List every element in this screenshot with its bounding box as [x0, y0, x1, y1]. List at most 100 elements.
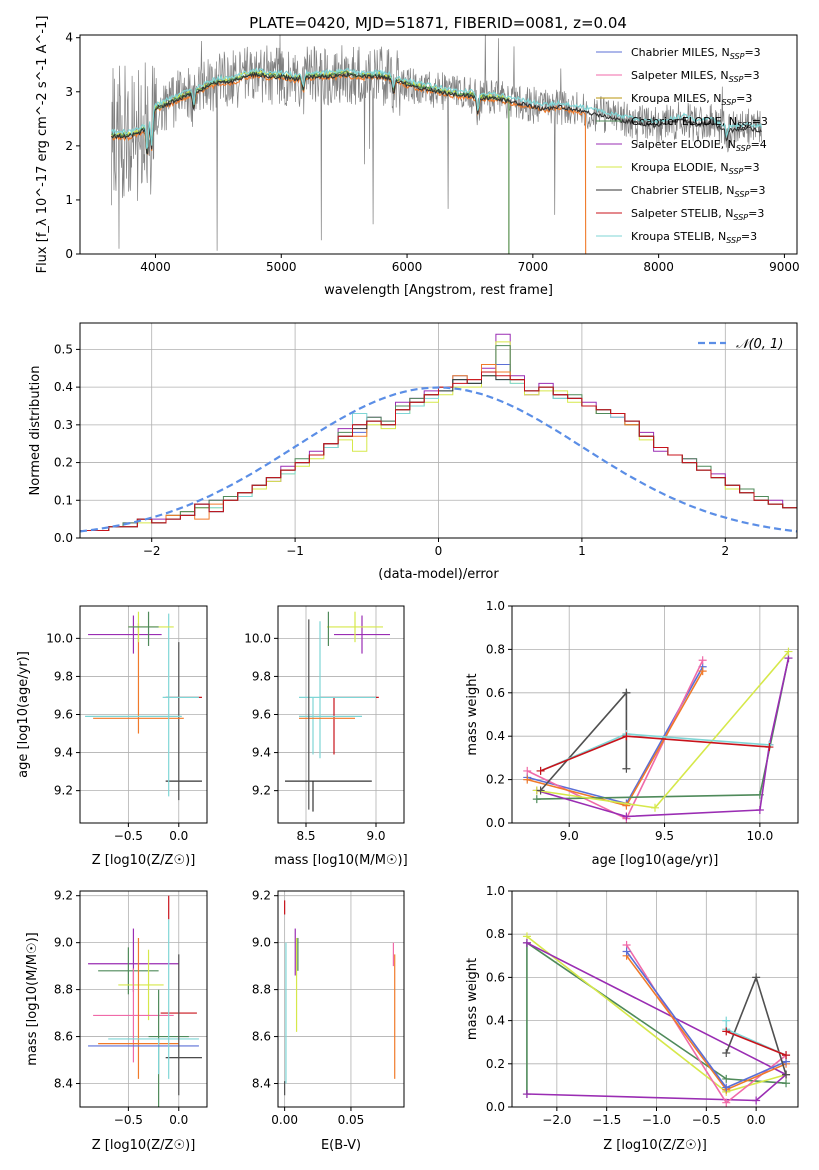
x-axis-label: Z [log10(Z/Z☉)]	[603, 1138, 707, 1153]
weight-line	[526, 941, 787, 1094]
legend-subscript: SSP	[726, 236, 741, 245]
weight-marker	[765, 743, 774, 752]
legend-suffix: =3	[743, 161, 759, 174]
y-tick-label: 9.2	[54, 889, 73, 903]
y-axis-label: age [log10(age/yr)]	[16, 651, 31, 778]
weight-line	[526, 942, 788, 1102]
x-tick-label: 0.0	[169, 829, 188, 843]
x-tick-label: −0.5	[114, 829, 143, 843]
weight-marker	[722, 1016, 731, 1025]
x-axis-label: mass [log10(M/M☉)]	[274, 853, 407, 868]
weight-marker	[532, 795, 541, 804]
y-tick-label: 9.2	[54, 784, 73, 798]
legend-subscript: SSP	[721, 98, 736, 107]
y-tick-label: 10.0	[244, 631, 271, 645]
weight-line	[536, 651, 790, 809]
plot-area	[88, 895, 202, 1107]
legend-suffix: =3	[748, 207, 764, 220]
plot-area	[80, 333, 797, 533]
legend-subscript: SSP	[733, 213, 748, 222]
normal-curve	[80, 386, 797, 533]
y-tick-label: 8.8	[54, 983, 73, 997]
chart-age-vs-z: −0.5 0.0 9.2 9.4 9.6 9.8 10.0 Z [log10(Z/Z☉)] ag…	[16, 605, 208, 868]
weight-marker	[523, 766, 532, 775]
x-tick-label: 9.0	[560, 829, 579, 843]
x-tick-label: 8000	[643, 260, 674, 274]
legend-suffix: =4	[751, 138, 767, 151]
x-axis-label: Z [log10(Z/Z☉)]	[92, 853, 196, 868]
x-tick-label: −1.5	[592, 1113, 621, 1127]
legend-subscript: SSP	[729, 75, 744, 84]
x-tick-label: 0.0	[169, 1113, 188, 1127]
legend-suffix: =3	[752, 115, 768, 128]
legend-label: Salpeter MILES, N	[631, 69, 729, 82]
x-tick-label: 7000	[518, 260, 549, 274]
y-tick-label: 9.2	[252, 889, 271, 903]
weight-marker	[622, 732, 631, 741]
y-tick-label: 0.2	[54, 456, 73, 470]
weight-marker	[722, 1049, 731, 1057]
x-tick-label: 0.05	[338, 1113, 365, 1127]
x-axis-label: E(B-V)	[321, 1138, 361, 1153]
axes-frame	[511, 605, 799, 824]
histogram-series	[80, 371, 797, 531]
weight-marker	[752, 1096, 761, 1105]
weight-marker	[523, 775, 532, 784]
y-tick-label: 9.0	[54, 936, 73, 950]
weight-marker	[522, 1090, 531, 1099]
y-axis-label: Flux [f_λ 10^-17 erg cm^-2 s^-1 A^-1]	[35, 16, 50, 274]
weight-marker	[755, 805, 764, 814]
y-tick-label: 9.4	[54, 746, 73, 760]
x-tick-label: 5000	[266, 260, 297, 274]
weight-marker	[752, 973, 761, 982]
chart-spectrum: 4000 5000 6000 7000 8000 9000 0 1 2 3 4 PLATE=0420,…	[35, 14, 800, 298]
legend-suffix: =3	[744, 46, 760, 59]
x-tick-label: 6000	[392, 260, 423, 274]
legend-label: Chabrier ELODIE, N	[631, 115, 737, 128]
weight-marker	[622, 812, 631, 821]
weight-marker	[536, 786, 545, 795]
weight-marker	[782, 1051, 791, 1060]
y-tick-label: 9.8	[252, 669, 271, 683]
y-tick-label: 0	[65, 247, 73, 261]
legend-entry: Kroupa ELODIE, NSSP=3	[631, 161, 760, 176]
weight-marker	[622, 688, 631, 697]
legend-suffix: =3	[749, 184, 765, 197]
legend-entry: Salpeter STELIB, NSSP=3	[631, 207, 764, 222]
histogram-series	[80, 375, 797, 531]
y-axis-label: mass weight	[465, 958, 480, 1040]
x-tick-label: 9.0	[366, 829, 385, 843]
x-tick-label: −1.0	[642, 1113, 671, 1127]
y-tick-label: 0.4	[486, 729, 505, 743]
x-tick-label: −2	[143, 544, 161, 558]
x-tick-label: 8.5	[296, 829, 315, 843]
chart-title: PLATE=0420, MJD=51871, FIBERID=0081, z=0…	[249, 14, 627, 32]
legend-label: Salpeter ELODIE, N	[631, 138, 736, 151]
axes-frame	[277, 605, 405, 824]
weight-marker	[651, 803, 659, 812]
spectrum-model-line	[110, 67, 763, 149]
weight-marker	[782, 1079, 791, 1088]
y-tick-label: 8.4	[252, 1077, 271, 1091]
weight-marker	[722, 1098, 731, 1107]
y-tick-label: 1.0	[486, 599, 505, 613]
legend-subscript: SSP	[729, 167, 744, 176]
y-tick-label: 0.6	[486, 686, 505, 700]
y-tick-label: 8.6	[252, 1030, 271, 1044]
y-axis-label: Normed distribution	[28, 366, 43, 496]
x-tick-label: 10.0	[747, 829, 774, 843]
y-tick-label: 0.3	[54, 418, 73, 432]
x-tick-label: 0	[435, 544, 443, 558]
chart-massweight-vs-age: 9.0 9.5 10.0 0.0 0.2 0.4 0.6 0.8 1.0 age [log10(a…	[465, 599, 799, 868]
y-tick-label: 0.5	[54, 342, 73, 356]
y-tick-label: 9.8	[54, 669, 73, 683]
chart-mass-vs-ebv: 0.00 0.05 8.4 8.6 8.8 9.0 9.2 E(B-V)	[252, 889, 405, 1153]
y-tick-label: 9.4	[252, 746, 271, 760]
axes-frame	[79, 890, 208, 1108]
legend-entry: 𝒩(0, 1)	[736, 337, 783, 352]
y-tick-label: 0.2	[486, 1057, 505, 1071]
axes-frame	[511, 890, 799, 1108]
y-tick-label: 0.1	[54, 493, 73, 507]
x-axis-label: age [log10(age/yr)]	[592, 853, 719, 868]
